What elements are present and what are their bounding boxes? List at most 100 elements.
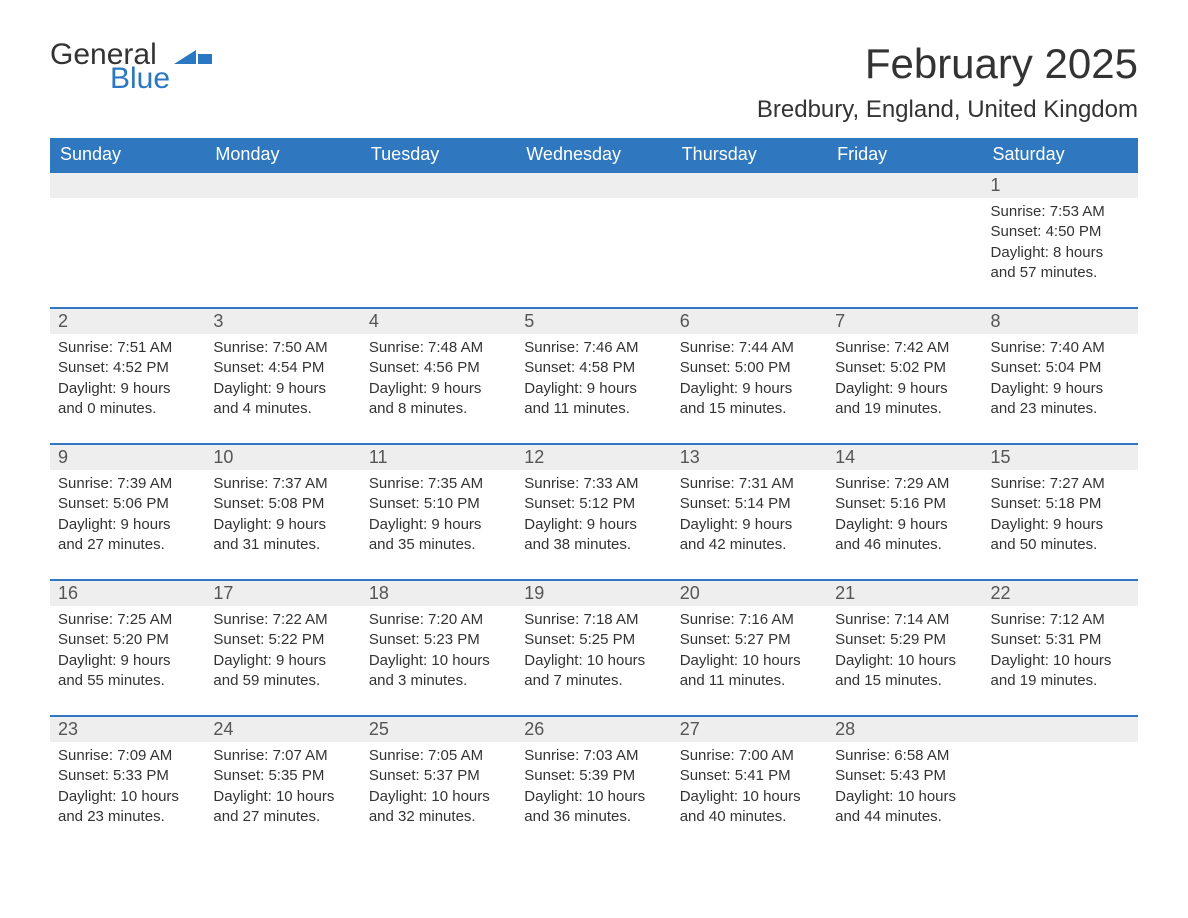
daylight-line: Daylight: 9 hours and 50 minutes. [991,515,1130,556]
day-number: 24 [205,716,360,742]
day-number: 18 [361,580,516,606]
sunset-line: Sunset: 5:23 PM [369,630,508,650]
week-detail-row: Sunrise: 7:25 AMSunset: 5:20 PMDaylight:… [50,606,1138,716]
daylight-line: Daylight: 10 hours and 32 minutes. [369,787,508,828]
day-number: 27 [672,716,827,742]
daylight-line: Daylight: 9 hours and 35 minutes. [369,515,508,556]
sunrise-line: Sunrise: 7:12 AM [991,610,1130,630]
sunrise-line: Sunrise: 7:00 AM [680,746,819,766]
week-detail-row: Sunrise: 7:09 AMSunset: 5:33 PMDaylight:… [50,742,1138,852]
sunset-line: Sunset: 5:12 PM [524,494,663,514]
day-number: 3 [205,308,360,334]
week-daynum-row: 232425262728 [50,716,1138,742]
sunrise-line: Sunrise: 7:14 AM [835,610,974,630]
sunrise-line: Sunrise: 7:51 AM [58,338,197,358]
daylight-line: Daylight: 10 hours and 11 minutes. [680,651,819,692]
sunrise-line: Sunrise: 7:07 AM [213,746,352,766]
day-number: 6 [672,308,827,334]
sunrise-line: Sunrise: 7:16 AM [680,610,819,630]
sunset-line: Sunset: 5:29 PM [835,630,974,650]
week-daynum-row: 16171819202122 [50,580,1138,606]
sunset-line: Sunset: 4:54 PM [213,358,352,378]
sunrise-line: Sunrise: 7:29 AM [835,474,974,494]
daylight-line: Daylight: 10 hours and 44 minutes. [835,787,974,828]
day-details: Sunrise: 7:33 AMSunset: 5:12 PMDaylight:… [516,470,671,580]
day-number: 19 [516,580,671,606]
daylight-line: Daylight: 9 hours and 8 minutes. [369,379,508,420]
day-number [50,172,205,198]
day-number: 23 [50,716,205,742]
sunset-line: Sunset: 5:18 PM [991,494,1130,514]
daylight-line: Daylight: 9 hours and 46 minutes. [835,515,974,556]
day-header: Saturday [983,138,1138,172]
sunset-line: Sunset: 5:22 PM [213,630,352,650]
daylight-line: Daylight: 10 hours and 7 minutes. [524,651,663,692]
daylight-line: Daylight: 9 hours and 15 minutes. [680,379,819,420]
sunset-line: Sunset: 4:52 PM [58,358,197,378]
daylight-line: Daylight: 10 hours and 3 minutes. [369,651,508,692]
day-details [983,742,1138,852]
day-details: Sunrise: 7:14 AMSunset: 5:29 PMDaylight:… [827,606,982,716]
daylight-line: Daylight: 9 hours and 59 minutes. [213,651,352,692]
day-number: 21 [827,580,982,606]
day-details: Sunrise: 7:48 AMSunset: 4:56 PMDaylight:… [361,334,516,444]
daylight-line: Daylight: 8 hours and 57 minutes. [991,243,1130,284]
sunset-line: Sunset: 5:37 PM [369,766,508,786]
daylight-line: Daylight: 10 hours and 36 minutes. [524,787,663,828]
day-header: Monday [205,138,360,172]
sunrise-line: Sunrise: 7:44 AM [680,338,819,358]
day-details: Sunrise: 7:53 AMSunset: 4:50 PMDaylight:… [983,198,1138,308]
sunrise-line: Sunrise: 7:35 AM [369,474,508,494]
day-details: Sunrise: 7:18 AMSunset: 5:25 PMDaylight:… [516,606,671,716]
day-number: 8 [983,308,1138,334]
daylight-line: Daylight: 9 hours and 38 minutes. [524,515,663,556]
daylight-line: Daylight: 9 hours and 31 minutes. [213,515,352,556]
day-number: 22 [983,580,1138,606]
week-daynum-row: 2345678 [50,308,1138,334]
day-number: 28 [827,716,982,742]
daylight-line: Daylight: 9 hours and 19 minutes. [835,379,974,420]
sunset-line: Sunset: 5:35 PM [213,766,352,786]
day-details: Sunrise: 6:58 AMSunset: 5:43 PMDaylight:… [827,742,982,852]
day-number: 15 [983,444,1138,470]
day-details: Sunrise: 7:31 AMSunset: 5:14 PMDaylight:… [672,470,827,580]
sunrise-line: Sunrise: 7:46 AM [524,338,663,358]
flag-icon [174,46,212,75]
day-details: Sunrise: 7:07 AMSunset: 5:35 PMDaylight:… [205,742,360,852]
daylight-line: Daylight: 10 hours and 15 minutes. [835,651,974,692]
day-number: 12 [516,444,671,470]
sunrise-line: Sunrise: 7:50 AM [213,338,352,358]
sunset-line: Sunset: 5:08 PM [213,494,352,514]
sunset-line: Sunset: 5:31 PM [991,630,1130,650]
day-number: 1 [983,172,1138,198]
sunrise-line: Sunrise: 7:39 AM [58,474,197,494]
day-number: 9 [50,444,205,470]
week-daynum-row: 1 [50,172,1138,198]
day-details: Sunrise: 7:39 AMSunset: 5:06 PMDaylight:… [50,470,205,580]
day-details [827,198,982,308]
daylight-line: Daylight: 10 hours and 23 minutes. [58,787,197,828]
location-subtitle: Bredbury, England, United Kingdom [757,96,1138,124]
sunrise-line: Sunrise: 7:42 AM [835,338,974,358]
sunset-line: Sunset: 4:50 PM [991,222,1130,242]
brand-logo: General Blue [50,40,212,94]
daylight-line: Daylight: 9 hours and 42 minutes. [680,515,819,556]
sunrise-line: Sunrise: 7:48 AM [369,338,508,358]
sunset-line: Sunset: 5:43 PM [835,766,974,786]
sunrise-line: Sunrise: 7:22 AM [213,610,352,630]
day-details [516,198,671,308]
day-details: Sunrise: 7:12 AMSunset: 5:31 PMDaylight:… [983,606,1138,716]
daylight-line: Daylight: 10 hours and 40 minutes. [680,787,819,828]
sunrise-line: Sunrise: 7:09 AM [58,746,197,766]
day-details: Sunrise: 7:03 AMSunset: 5:39 PMDaylight:… [516,742,671,852]
day-details [205,198,360,308]
sunrise-line: Sunrise: 7:18 AM [524,610,663,630]
day-details [361,198,516,308]
day-header-row: SundayMondayTuesdayWednesdayThursdayFrid… [50,138,1138,172]
day-details: Sunrise: 7:25 AMSunset: 5:20 PMDaylight:… [50,606,205,716]
week-detail-row: Sunrise: 7:51 AMSunset: 4:52 PM Daylight:… [50,334,1138,444]
week-detail-row: Sunrise: 7:53 AMSunset: 4:50 PMDaylight:… [50,198,1138,308]
sunset-line: Sunset: 5:14 PM [680,494,819,514]
day-number [672,172,827,198]
daylight-line: Daylight: 9 hours and 11 minutes. [524,379,663,420]
